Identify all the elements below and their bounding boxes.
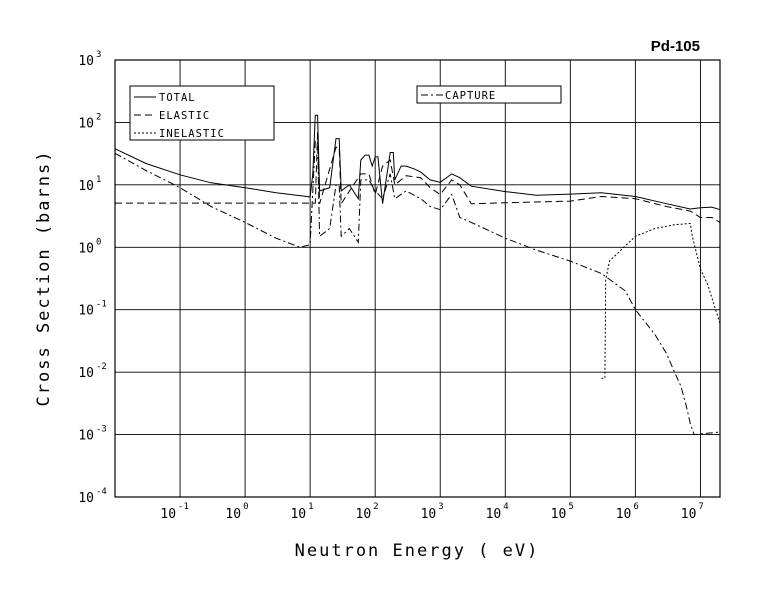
series-line-elastic <box>115 132 721 223</box>
x-tick-exponent: -1 <box>178 502 189 512</box>
legend-label-capture: CAPTURE <box>445 90 496 102</box>
y-tick-label: 10 <box>78 491 94 506</box>
x-tick-label: 10 <box>225 507 241 522</box>
y-tick-exponent: -1 <box>96 300 107 310</box>
x-tick-exponent: 3 <box>438 502 443 512</box>
x-tick-label: 10 <box>616 507 632 522</box>
y-tick-exponent: 0 <box>96 237 101 247</box>
legend-right-box <box>416 85 562 104</box>
plot-frame <box>114 59 721 498</box>
x-tick-exponent: 7 <box>698 502 703 512</box>
series-line-total <box>114 114 721 211</box>
y-tick-label: 10 <box>78 116 94 131</box>
chart-title: Pd-105 <box>651 38 700 55</box>
x-tick-label: 10 <box>290 507 306 522</box>
x-tick-labels: 10 -1 10 0 10 1 10 2 10 3 10 4 10 5 10 6 10 7 <box>160 502 703 522</box>
x-tick-label: 10 <box>681 507 697 522</box>
legend-label-total: TOTAL <box>159 92 196 104</box>
legend-right: CAPTURE <box>416 85 562 104</box>
y-tick-label: 10 <box>78 304 94 319</box>
x-tick-label: 10 <box>551 507 567 522</box>
y-tick-exponent: 2 <box>96 112 101 122</box>
x-tick-label: 10 <box>486 507 502 522</box>
series-line-inelastic <box>601 222 721 379</box>
series-line-capture <box>114 140 721 436</box>
x-tick-exponent: 0 <box>243 502 248 512</box>
y-tick-label: 10 <box>78 241 94 256</box>
series-lines <box>114 114 721 436</box>
x-axis-label: Neutron Energy ( eV) <box>295 541 540 561</box>
legend-label-inelastic: INELASTIC <box>159 128 225 140</box>
x-tick-exponent: 2 <box>373 502 378 512</box>
y-axis-label: Cross Section (barns) <box>34 150 54 407</box>
y-tick-label: 10 <box>78 179 94 194</box>
legend-left-box <box>129 85 275 141</box>
legend-left: TOTAL ELASTIC INELASTIC <box>129 85 275 141</box>
x-tick-exponent: 6 <box>633 502 638 512</box>
y-tick-exponent: 3 <box>96 50 101 60</box>
legend-label-elastic: ELASTIC <box>159 110 210 122</box>
y-tick-label: 10 <box>78 429 94 444</box>
y-tick-exponent: -2 <box>96 362 107 372</box>
x-tick-label: 10 <box>356 507 372 522</box>
x-tick-label: 10 <box>160 507 176 522</box>
y-tick-label: 10 <box>78 54 94 69</box>
y-tick-label: 10 <box>78 366 94 381</box>
x-tick-exponent: 4 <box>503 502 508 512</box>
y-tick-exponent: -3 <box>96 425 107 435</box>
y-tick-exponent: -4 <box>96 487 107 497</box>
x-tick-exponent: 1 <box>308 502 313 512</box>
x-tick-label: 10 <box>421 507 437 522</box>
x-tick-exponent: 5 <box>568 502 573 512</box>
y-tick-exponent: 1 <box>96 175 101 185</box>
